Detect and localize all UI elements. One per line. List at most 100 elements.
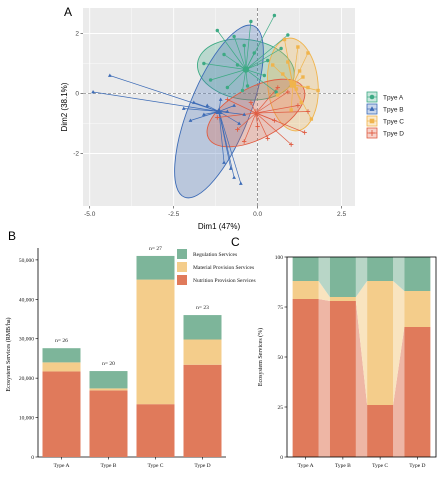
y-tick-label: 0	[31, 455, 34, 461]
centroid-series-2	[289, 81, 297, 88]
panel-a-centroids	[215, 66, 297, 118]
point-series-3	[305, 109, 311, 114]
panel-b-stacked-bars: B Type A Type B Type C Type D 0 10,000 20,000 3…	[5, 229, 256, 469]
bar-segment-1	[329, 297, 356, 301]
point-series-0	[225, 85, 230, 90]
x-tick-label: Type B	[335, 463, 351, 469]
spoke-series-0	[210, 69, 246, 81]
legend-label-3: Tpye D	[383, 130, 404, 137]
spoke-series-0	[243, 45, 247, 70]
y-tick-label: 0	[75, 91, 79, 98]
spoke-series-2	[292, 84, 319, 91]
y-tick-label: 2	[75, 31, 79, 38]
alluvial-band-1	[355, 281, 368, 405]
point-series-0	[252, 51, 256, 55]
point-series-0	[274, 90, 278, 94]
y-tick-label: 75	[278, 305, 284, 311]
spoke-series-0	[245, 48, 282, 70]
legend-item-0: Tpye A	[366, 91, 404, 103]
legend-marker-1	[369, 106, 375, 111]
panel-b-sample-sizes: n= 26 n= 20 n= 27 n= 23	[55, 246, 209, 367]
point-series-2	[316, 88, 320, 93]
legend-marker-3	[369, 130, 375, 136]
point-series-3	[295, 103, 301, 108]
x-tick-label: Type B	[101, 463, 117, 469]
spoke-series-3	[255, 112, 269, 139]
point-series-3	[275, 85, 280, 90]
point-series-0	[262, 73, 267, 78]
bar-segment-0	[183, 364, 222, 457]
x-tick-label: 2.5	[337, 211, 346, 218]
centroid-series-1	[215, 107, 223, 115]
point-series-2	[297, 69, 302, 73]
spoke-series-0	[245, 21, 252, 70]
legend-item-3: Tpye D	[366, 127, 404, 139]
legend-key-1	[177, 262, 187, 272]
point-series-0	[272, 13, 277, 18]
point-series-1	[205, 103, 210, 107]
spoke-series-1	[218, 105, 235, 112]
point-series-3	[302, 130, 307, 135]
legend-marker-2	[369, 118, 375, 124]
y-tick-label: 25	[278, 405, 284, 411]
point-series-1	[238, 181, 243, 185]
point-series-0	[249, 19, 253, 24]
spoke-series-1	[218, 111, 225, 163]
legend-label-2: Tpye C	[383, 118, 404, 125]
alluvial-band-0	[393, 327, 405, 457]
point-series-1	[91, 89, 95, 94]
bar-segment-1	[404, 291, 431, 327]
bar-segment-1	[42, 362, 81, 372]
y-tick-label: 50,000	[19, 258, 34, 264]
alluvial-band-1	[393, 281, 405, 405]
point-series-3	[288, 142, 294, 147]
point-series-2	[309, 117, 314, 121]
point-series-2	[282, 37, 287, 42]
panel-c-label: C	[231, 235, 240, 249]
bar-segment-0	[136, 404, 175, 457]
point-series-0	[235, 63, 240, 67]
bar-segment-0	[329, 301, 356, 457]
alluvial-band-1	[318, 281, 330, 301]
spoke-series-0	[245, 60, 268, 70]
panel-b-bars	[42, 255, 222, 457]
point-series-2	[301, 75, 305, 79]
spoke-series-3	[250, 102, 257, 114]
point-series-3	[248, 100, 254, 105]
point-series-2	[281, 72, 285, 76]
y-tick-label: 20,000	[19, 376, 34, 382]
point-series-1	[222, 160, 226, 164]
bar-segment-1	[367, 281, 394, 405]
spoke-series-0	[217, 30, 247, 70]
x-tick-label: 0.0	[253, 211, 262, 218]
point-series-0	[240, 88, 245, 93]
bar-segment-2	[136, 255, 175, 280]
point-series-2	[306, 85, 310, 90]
centroid-series-3	[251, 108, 261, 118]
point-series-0	[242, 43, 246, 48]
spoke-series-0	[223, 54, 247, 70]
legend-item-1: Tpye B	[366, 103, 404, 115]
bar-segment-0	[42, 371, 81, 457]
bar-segment-2	[367, 257, 394, 281]
point-series-0	[222, 52, 226, 57]
spoke-series-3	[217, 112, 256, 118]
panel-c-bars	[292, 257, 431, 457]
y-tick-label: 50	[278, 355, 284, 361]
spoke-series-0	[203, 63, 246, 70]
panel-c-axis-ticks: Type A Type B Type C Type D 0 25 50 75 100	[275, 255, 426, 469]
x-tick-label: Type A	[54, 463, 70, 469]
panel-b-legend: Regulation Services Material Provision Se…	[177, 249, 256, 285]
point-series-1	[188, 118, 193, 122]
legend-item-1: Material Provision Services	[177, 262, 254, 272]
spoke-series-3	[227, 99, 257, 114]
spoke-series-3	[255, 112, 292, 145]
spoke-series-2	[290, 84, 294, 111]
point-series-0	[208, 78, 213, 82]
alluvial-band-2	[355, 257, 368, 297]
spoke-series-1	[218, 111, 235, 178]
point-series-2	[289, 108, 293, 112]
legend-label-1: Material Provision Services	[193, 265, 254, 271]
point-series-0	[232, 34, 236, 39]
